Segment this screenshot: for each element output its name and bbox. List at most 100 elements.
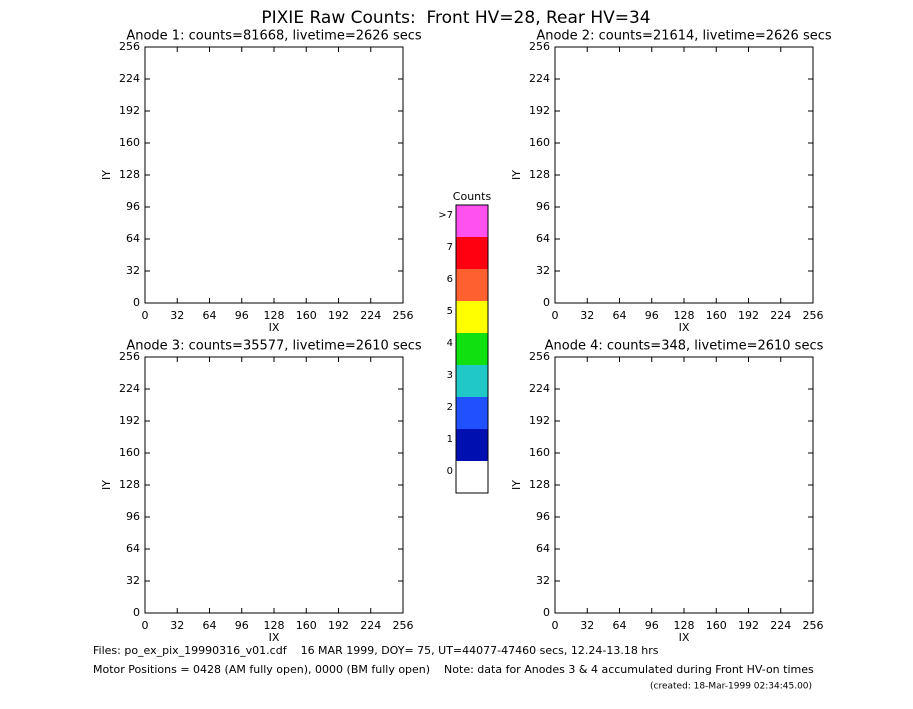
- colorbar-swatch: [456, 429, 488, 461]
- y-tick-label: 64: [126, 542, 140, 555]
- x-tick-label: 64: [613, 309, 627, 322]
- colorbar-swatch: [456, 269, 488, 301]
- colorbar-label: 3: [447, 370, 453, 381]
- y-tick-label: 96: [126, 510, 140, 523]
- colorbar-swatch: [456, 333, 488, 365]
- panel-title: Anode 4: counts=348, livetime=2610 secs: [545, 339, 824, 354]
- y-tick-label: 160: [529, 446, 550, 459]
- y-tick-label: 160: [529, 136, 550, 149]
- y-tick-label: 0: [543, 296, 550, 309]
- y-tick-label: 128: [529, 478, 550, 491]
- y-tick-label: 64: [536, 542, 550, 555]
- y-tick-label: 128: [529, 168, 550, 181]
- footer-line: Files: po_ex_pix_19990316_v01.cdf 16 MAR…: [93, 644, 659, 657]
- x-tick-label: 256: [393, 619, 414, 632]
- page-title: PIXIE Raw Counts: Front HV=28, Rear HV=3…: [261, 8, 650, 28]
- x-tick-label: 0: [552, 619, 559, 632]
- y-tick-label: 0: [133, 606, 140, 619]
- colorbar-swatch: [456, 397, 488, 429]
- panel-title: Anode 3: counts=35577, livetime=2610 sec…: [126, 339, 422, 354]
- x-tick-label: 32: [580, 619, 594, 632]
- y-tick-label: 0: [133, 296, 140, 309]
- x-tick-label: 160: [706, 309, 727, 322]
- x-tick-label: 96: [645, 309, 659, 322]
- x-tick-label: 192: [738, 619, 759, 632]
- x-axis-label: IX: [269, 321, 280, 334]
- plot-area: [144, 356, 404, 614]
- colorbar-swatch: [456, 237, 488, 269]
- colorbar-label: >7: [438, 210, 453, 221]
- x-tick-label: 224: [770, 619, 791, 632]
- x-tick-label: 256: [803, 619, 824, 632]
- x-tick-label: 32: [580, 309, 594, 322]
- colorbar-label: 5: [447, 306, 453, 317]
- y-tick-label: 256: [119, 40, 140, 53]
- y-tick-label: 224: [119, 72, 140, 85]
- x-axis-label: IX: [679, 321, 690, 334]
- y-tick-label: 224: [529, 72, 550, 85]
- y-tick-label: 160: [119, 136, 140, 149]
- x-tick-label: 96: [235, 309, 249, 322]
- y-tick-label: 192: [119, 414, 140, 427]
- y-tick-label: 0: [543, 606, 550, 619]
- plot-area: [554, 356, 814, 614]
- colorbar-swatch: [456, 365, 488, 397]
- x-tick-label: 128: [674, 309, 695, 322]
- y-tick-label: 192: [119, 104, 140, 117]
- x-tick-label: 0: [142, 309, 149, 322]
- y-axis-label: IY: [100, 480, 113, 490]
- x-axis-label: IX: [679, 631, 690, 644]
- y-tick-label: 192: [529, 104, 550, 117]
- y-tick-label: 224: [529, 382, 550, 395]
- footer-line: (created: 18-Mar-1999 02:34:45.00): [650, 682, 812, 692]
- x-tick-label: 224: [360, 309, 381, 322]
- colorbar-label: 2: [447, 402, 453, 413]
- colorbar-frame: [455, 204, 489, 494]
- x-tick-label: 128: [264, 309, 285, 322]
- x-axis-label: IX: [269, 631, 280, 644]
- x-tick-label: 160: [296, 619, 317, 632]
- y-tick-label: 256: [529, 40, 550, 53]
- colorbar-label: 1: [447, 434, 453, 445]
- y-tick-label: 32: [126, 574, 140, 587]
- colorbar-swatch: [456, 205, 488, 237]
- x-tick-label: 192: [738, 309, 759, 322]
- x-tick-label: 256: [803, 309, 824, 322]
- plot-area: [144, 46, 404, 304]
- x-tick-label: 0: [552, 309, 559, 322]
- y-tick-label: 160: [119, 446, 140, 459]
- x-tick-label: 64: [613, 619, 627, 632]
- y-tick-label: 192: [529, 414, 550, 427]
- footer-line: Motor Positions = 0428 (AM fully open), …: [93, 663, 814, 676]
- x-tick-label: 192: [328, 619, 349, 632]
- y-tick-label: 256: [529, 350, 550, 363]
- x-tick-label: 160: [706, 619, 727, 632]
- y-tick-label: 64: [536, 232, 550, 245]
- y-tick-label: 128: [119, 478, 140, 491]
- panel-title: Anode 1: counts=81668, livetime=2626 sec…: [126, 29, 422, 44]
- colorbar-swatch: [456, 461, 488, 493]
- x-tick-label: 0: [142, 619, 149, 632]
- y-axis-label: IY: [510, 480, 523, 490]
- x-tick-label: 224: [770, 309, 791, 322]
- x-tick-label: 192: [328, 309, 349, 322]
- y-tick-label: 32: [536, 264, 550, 277]
- x-tick-label: 64: [203, 619, 217, 632]
- x-tick-label: 160: [296, 309, 317, 322]
- panel-title: Anode 2: counts=21614, livetime=2626 sec…: [536, 29, 832, 44]
- x-tick-label: 32: [170, 619, 184, 632]
- x-tick-label: 224: [360, 619, 381, 632]
- y-tick-label: 96: [536, 510, 550, 523]
- colorbar-label: 0: [447, 466, 453, 477]
- y-axis-label: IY: [100, 170, 113, 180]
- x-tick-label: 128: [674, 619, 695, 632]
- x-tick-label: 96: [235, 619, 249, 632]
- y-tick-label: 224: [119, 382, 140, 395]
- plot-area: [554, 46, 814, 304]
- y-tick-label: 256: [119, 350, 140, 363]
- colorbar-label: 7: [447, 242, 453, 253]
- colorbar-label: 6: [447, 274, 453, 285]
- x-tick-label: 64: [203, 309, 217, 322]
- colorbar-swatch: [456, 301, 488, 333]
